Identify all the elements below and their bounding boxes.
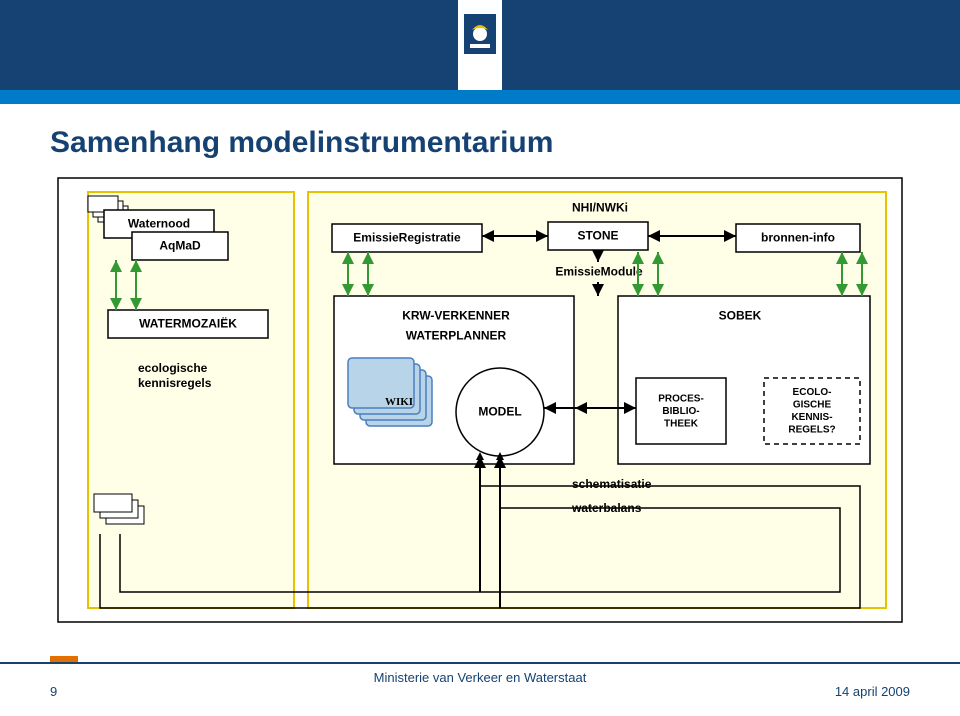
svg-text:EmissieModule: EmissieModule xyxy=(555,264,643,278)
box-nhi: NHI/NWKi xyxy=(572,200,628,214)
svg-text:kennisregels: kennisregels xyxy=(138,376,212,390)
box-schematisatie: schematisatie xyxy=(572,477,652,491)
svg-text:KRW-VERKENNER: KRW-VERKENNER xyxy=(402,308,510,322)
svg-text:KENNIS-: KENNIS- xyxy=(791,412,832,423)
svg-text:THEEK: THEEK xyxy=(664,418,699,429)
svg-text:schematisatie: schematisatie xyxy=(572,477,652,491)
svg-text:WATERPLANNER: WATERPLANNER xyxy=(406,328,507,342)
box-emissiereg: EmissieRegistratie xyxy=(332,224,482,252)
footer-accent-bar xyxy=(50,656,78,662)
svg-text:PROCES-: PROCES- xyxy=(658,393,704,404)
box-proces: PROCES- BIBLIO-THEEK xyxy=(636,378,726,444)
box-waterplanner: WATERPLANNER xyxy=(406,328,507,342)
box-ecokennis: ecologischekennisregels xyxy=(138,361,212,390)
svg-text:AqMaD: AqMaD xyxy=(159,238,201,252)
svg-text:NHI/NWKi: NHI/NWKi xyxy=(572,200,628,214)
box-bronneninfo: bronnen-info xyxy=(736,224,860,252)
diagram: Waternood AqMaD WATERMOZAIËK ecologischeken… xyxy=(0,0,960,660)
footer-line xyxy=(0,662,960,664)
svg-text:WATERMOZAIËK: WATERMOZAIËK xyxy=(139,315,237,330)
svg-text:MODEL: MODEL xyxy=(478,404,521,418)
box-krw: KRW-VERKENNER xyxy=(402,308,510,322)
box-aqmad: AqMaD xyxy=(132,232,228,260)
box-ecoregels: ECOLO- GISCHEKENNIS- REGELS? xyxy=(764,378,860,444)
footer-date: 14 april 2009 xyxy=(835,684,910,699)
footer-page-number: 9 xyxy=(50,684,57,699)
box-model: MODEL xyxy=(456,368,544,456)
svg-text:SOBEK: SOBEK xyxy=(719,308,762,322)
box-emissiemod: EmissieModule xyxy=(555,264,643,278)
svg-text:STONE: STONE xyxy=(577,228,618,242)
box-stone: STONE xyxy=(548,222,648,250)
svg-text:EmissieRegistratie: EmissieRegistratie xyxy=(353,230,461,244)
svg-text:GISCHE: GISCHE xyxy=(793,400,832,411)
svg-text:Waternood: Waternood xyxy=(128,216,190,230)
svg-text:WIKI: WIKI xyxy=(385,396,413,408)
svg-text:REGELS?: REGELS? xyxy=(788,425,835,436)
box-watermozaiek: WATERMOZAIËK xyxy=(108,310,268,338)
svg-text:ECOLO-: ECOLO- xyxy=(793,387,832,398)
svg-text:bronnen-info: bronnen-info xyxy=(761,230,835,244)
svg-text:BIBLIO-: BIBLIO- xyxy=(662,406,699,417)
footer-center-text: Ministerie van Verkeer en Waterstaat xyxy=(0,670,960,685)
svg-text:ecologische: ecologische xyxy=(138,361,208,375)
box-sobek: SOBEK xyxy=(719,308,762,322)
